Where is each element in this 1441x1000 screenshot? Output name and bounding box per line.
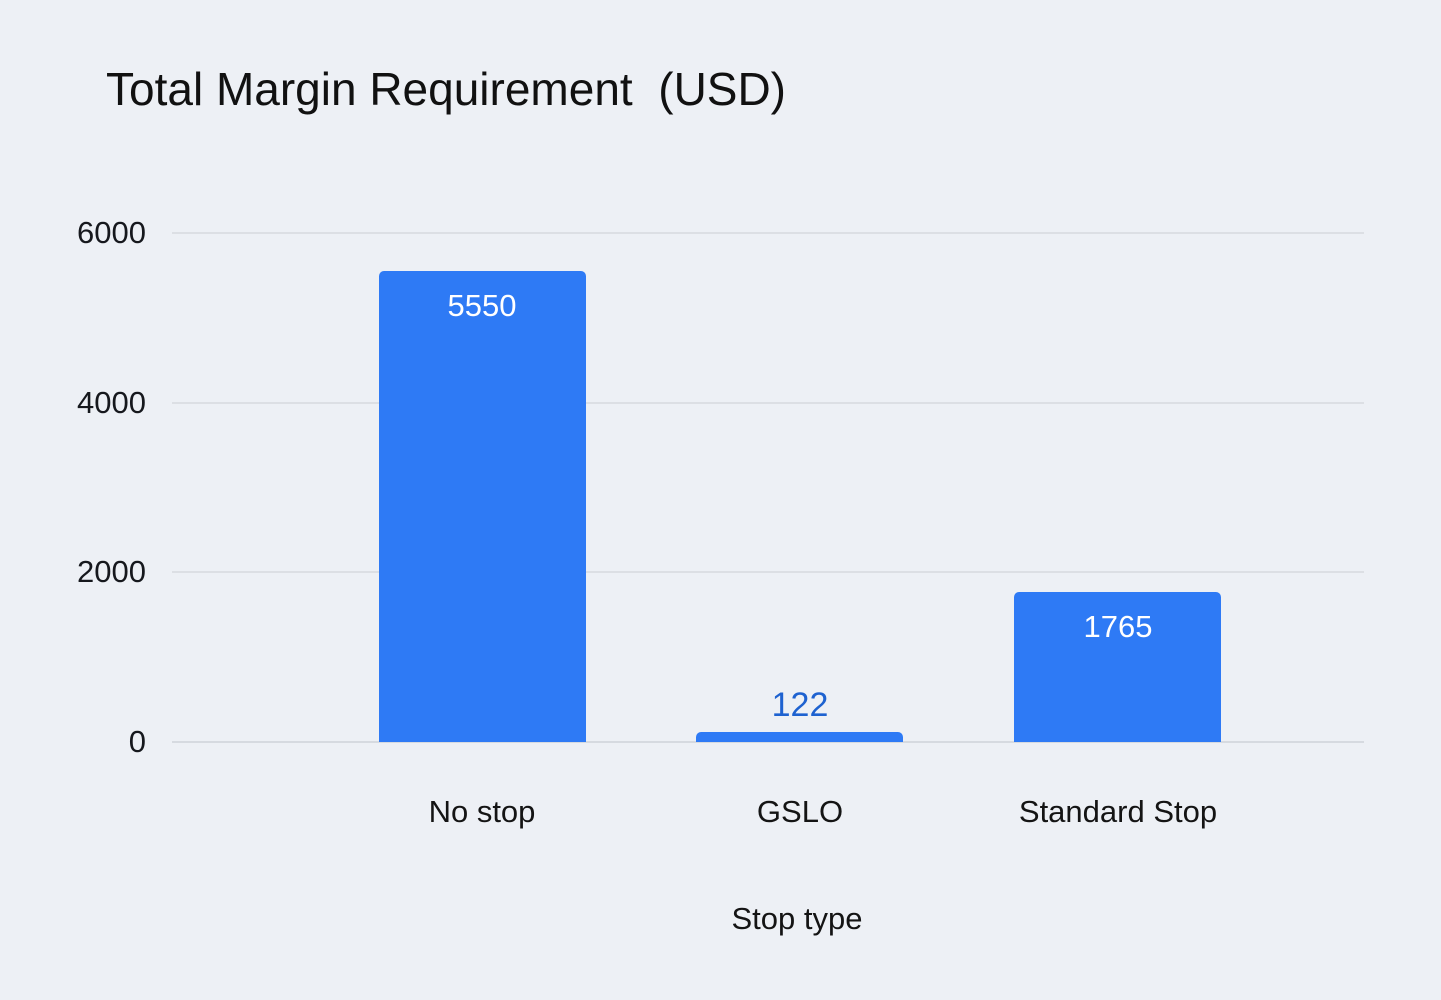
gridline-4000 <box>172 402 1364 404</box>
bar-value-label-gslo: 122 <box>771 686 829 724</box>
y-tick-label-4000: 4000 <box>77 385 146 420</box>
category-label-standard-stop: Standard Stop <box>1018 794 1218 829</box>
bar-gslo[interactable] <box>696 732 903 742</box>
gridline-6000 <box>172 232 1364 234</box>
bar-no-stop[interactable] <box>379 271 586 742</box>
bar-value-label-no-stop: 5550 <box>447 288 517 323</box>
category-label-gslo: GSLO <box>756 794 844 829</box>
y-tick-label-2000: 2000 <box>77 554 146 589</box>
gridline-2000 <box>172 571 1364 573</box>
x-axis-title: Stop type <box>731 901 863 936</box>
x-axis-line <box>172 741 1364 743</box>
chart-title: Total Margin Requirement (USD) <box>106 63 787 115</box>
bar-standard-stop[interactable] <box>1014 592 1221 742</box>
bar-value-label-standard-stop: 1765 <box>1083 609 1153 644</box>
y-tick-label-6000: 6000 <box>77 215 146 250</box>
y-tick-label-0: 0 <box>128 724 146 759</box>
category-label-no-stop: No stop <box>428 794 536 829</box>
